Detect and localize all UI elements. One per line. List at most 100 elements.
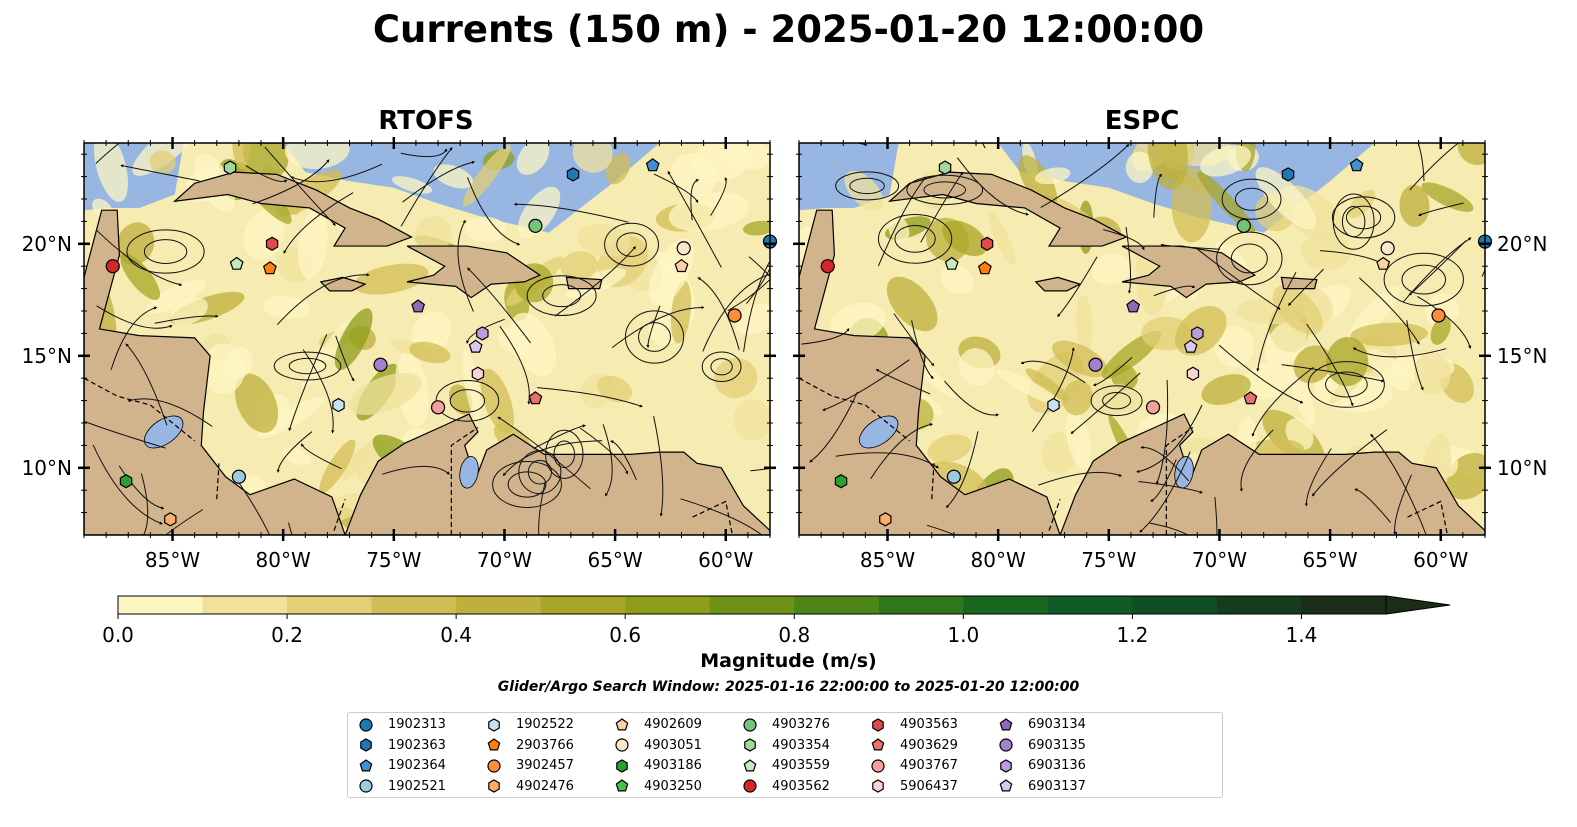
float-4903562-espc[interactable]	[820, 259, 835, 274]
espc-map: 85°W 80°W 75°W 70°W 65°W 60°W	[793, 137, 1493, 572]
float-6903134-espc[interactable]	[1126, 299, 1141, 313]
legend-marker-4903629[interactable]	[871, 738, 885, 751]
colorbar-segment	[1132, 596, 1218, 614]
legend-item-4903559: 4903559	[742, 755, 830, 776]
float-2903766-espc[interactable]	[977, 261, 992, 275]
float-4903186-rtofs[interactable]	[119, 474, 133, 489]
float-4902476-rtofs[interactable]	[164, 512, 177, 527]
legend-marker-1902522[interactable]	[488, 717, 500, 732]
legend-marker-1902521[interactable]	[359, 779, 373, 793]
float-1902364-rtofs[interactable]	[645, 158, 660, 172]
legend-marker-4903250[interactable]	[615, 779, 629, 792]
float-4903354-espc[interactable]	[938, 160, 952, 175]
float-6903134-rtofs[interactable]	[411, 299, 426, 313]
map-frame-rtofs	[83, 142, 771, 536]
float-4903563-espc[interactable]	[980, 236, 994, 251]
float-6903136-espc[interactable]	[1191, 326, 1204, 341]
legend-marker-6903137[interactable]	[999, 779, 1013, 792]
colorbar-segment	[794, 596, 880, 614]
legend-marker-6903135[interactable]	[999, 738, 1013, 752]
legend-label: 3902457	[516, 758, 574, 773]
legend-marker-6903136[interactable]	[1000, 758, 1012, 773]
float-6903135-espc[interactable]	[1088, 357, 1103, 372]
legend-marker-1902364[interactable]	[359, 758, 373, 771]
float-1902522-espc[interactable]	[1047, 397, 1060, 413]
float-4903354-rtofs[interactable]	[223, 160, 237, 175]
float-6903135-rtofs[interactable]	[373, 357, 388, 372]
legend-marker-4902609[interactable]	[615, 717, 629, 730]
legend-marker-3902457[interactable]	[487, 758, 501, 773]
float-4903563-rtofs[interactable]	[265, 236, 279, 251]
float-1902364-espc[interactable]	[1349, 158, 1364, 172]
float-4903767-rtofs[interactable]	[430, 400, 446, 415]
legend-marker-1902363[interactable]	[360, 738, 372, 752]
lon-tick-label-rtofs: 80°W	[256, 548, 311, 572]
float-6903137-rtofs[interactable]	[468, 339, 483, 353]
legend-item-2903766: 2903766	[486, 735, 574, 756]
legend-label: 4903629	[900, 737, 958, 753]
legend-item-1902522: 1902522	[486, 714, 574, 735]
legend-label: 6903135	[1028, 737, 1086, 753]
float-4903276-rtofs[interactable]	[528, 218, 543, 233]
colorbar-tick-label: 1.4	[1286, 623, 1318, 647]
colorbar-segment	[540, 596, 626, 614]
legend-item-6903135: 6903135	[998, 735, 1086, 756]
legend-item-1902313: 1902313	[358, 714, 446, 735]
float-1902363-rtofs[interactable]	[566, 167, 580, 182]
legend-marker-4903186[interactable]	[616, 758, 628, 773]
float-4903629-espc[interactable]	[1243, 391, 1258, 405]
float-4903562-rtofs[interactable]	[105, 259, 120, 274]
pentagon-marker-icon	[999, 717, 1013, 730]
legend-marker-4903562[interactable]	[743, 779, 757, 793]
legend-marker-4903559[interactable]	[743, 758, 757, 771]
hexagon-marker-icon	[872, 717, 884, 732]
legend-marker-5906437[interactable]	[872, 779, 884, 793]
float-1902363-espc[interactable]	[1281, 167, 1295, 182]
colorbar-tick-label: 0.0	[102, 623, 134, 647]
legend-marker-4903563[interactable]	[872, 717, 884, 732]
float-4903629-rtofs[interactable]	[528, 391, 543, 405]
lat-tick-label-right: 20°N	[1497, 232, 1547, 256]
pentagon-marker-icon	[999, 779, 1013, 792]
float-4903559-rtofs[interactable]	[229, 256, 244, 270]
float-5906437-espc[interactable]	[1186, 366, 1200, 381]
legend-label: 1902364	[388, 758, 446, 773]
float-3902457-espc[interactable]	[1431, 308, 1446, 323]
lon-tick-label-espc: 75°W	[1081, 548, 1136, 572]
legend-item-6903134: 6903134	[998, 714, 1086, 735]
legend-item-4902609: 4902609	[614, 714, 702, 735]
legend-marker-4903276[interactable]	[743, 717, 757, 732]
float-6903136-rtofs[interactable]	[476, 326, 489, 341]
float-1902521-espc[interactable]	[946, 469, 962, 484]
float-1902521-rtofs[interactable]	[231, 469, 247, 484]
legend-item-4903629: 4903629	[870, 735, 958, 756]
legend-marker-4903051[interactable]	[615, 738, 629, 752]
legend-marker-4903354[interactable]	[744, 738, 756, 752]
float-2903766-rtofs[interactable]	[262, 261, 277, 275]
float-3902457-rtofs[interactable]	[727, 308, 742, 323]
circle-marker-icon	[359, 717, 373, 732]
legend-label: 4902609	[644, 717, 702, 732]
float-6903137-espc[interactable]	[1183, 339, 1198, 353]
float-4903276-espc[interactable]	[1236, 218, 1251, 233]
float-4902609-rtofs[interactable]	[674, 258, 689, 273]
float-4903186-espc[interactable]	[834, 474, 848, 489]
float-4903051-rtofs[interactable]	[676, 241, 691, 256]
float-4903559-espc[interactable]	[944, 256, 959, 270]
legend-marker-6903134[interactable]	[999, 717, 1013, 730]
lon-tick-label-rtofs: 65°W	[587, 548, 642, 572]
legend-marker-4902476[interactable]	[488, 779, 500, 793]
float-4902476-espc[interactable]	[879, 512, 892, 527]
float-4903051-espc[interactable]	[1380, 241, 1395, 256]
colorbar-segment	[963, 596, 1049, 614]
legend-marker-4903767[interactable]	[871, 758, 885, 773]
lon-tick-label-rtofs: 85°W	[145, 548, 200, 572]
float-4902609-espc[interactable]	[1376, 256, 1391, 270]
float-5906437-rtofs[interactable]	[471, 366, 485, 381]
legend-marker-2903766[interactable]	[487, 738, 501, 751]
float-4903767-espc[interactable]	[1145, 400, 1161, 415]
legend-marker-1902313[interactable]	[359, 717, 373, 732]
legend-label: 4903354	[772, 737, 830, 753]
float-1902522-rtofs[interactable]	[332, 397, 345, 413]
colorbar-tick-label: 1.0	[947, 623, 979, 647]
